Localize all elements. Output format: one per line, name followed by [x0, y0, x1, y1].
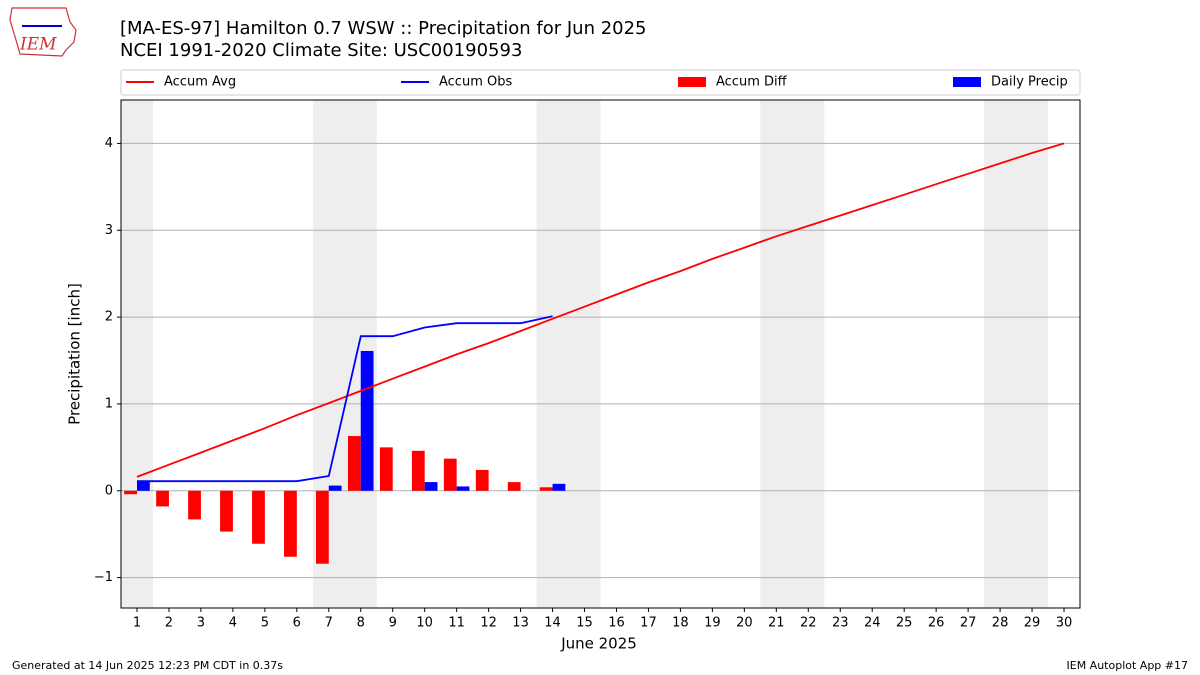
- x-tick-label: 1: [133, 616, 141, 631]
- x-tick-label: 23: [832, 616, 849, 631]
- footer-left: Generated at 14 Jun 2025 12:23 PM CDT in…: [12, 659, 283, 672]
- y-axis-label: Precipitation [inch]: [66, 283, 84, 425]
- legend-swatch: [678, 77, 706, 87]
- bar: [539, 487, 553, 491]
- bar: [424, 482, 438, 491]
- weekend-shade: [536, 100, 601, 608]
- x-tick-label: 22: [800, 616, 817, 631]
- bar: [443, 458, 457, 491]
- x-tick-label: 6: [293, 616, 301, 631]
- x-tick-label: 9: [389, 616, 397, 631]
- bar: [507, 482, 521, 491]
- x-tick-label: 10: [416, 616, 433, 631]
- x-tick-label: 20: [736, 616, 753, 631]
- logo-outline: [9, 7, 77, 57]
- x-tick-label: 29: [1024, 616, 1041, 631]
- bar: [360, 350, 374, 491]
- weekend-shade: [121, 100, 153, 608]
- x-tick-label: 19: [704, 616, 721, 631]
- y-tick-label: 4: [105, 136, 113, 151]
- x-tick-label: 3: [197, 616, 205, 631]
- logo-text: IEM: [19, 35, 57, 55]
- bar: [347, 436, 361, 491]
- legend-label: Daily Precip: [991, 75, 1068, 90]
- x-tick-label: 17: [640, 616, 657, 631]
- x-tick-label: 16: [608, 616, 625, 631]
- bar: [124, 490, 137, 495]
- x-tick-label: 25: [896, 616, 913, 631]
- x-tick-label: 24: [864, 616, 881, 631]
- y-tick-label: 2: [105, 310, 113, 325]
- weekend-shade: [984, 100, 1049, 608]
- x-tick-label: 15: [576, 616, 593, 631]
- bar: [328, 485, 342, 491]
- bar: [315, 490, 329, 564]
- legend-label: Accum Obs: [439, 75, 512, 90]
- plot-frame: [120, 99, 1081, 609]
- x-axis-label: June 2025: [560, 635, 637, 653]
- y-tick-label: 3: [105, 223, 113, 238]
- y-tick-label: 0: [105, 483, 113, 498]
- x-tick-label: 13: [512, 616, 529, 631]
- logo: IEM: [9, 7, 77, 57]
- legend-box: [120, 69, 1081, 96]
- legend-swatch: [953, 77, 981, 87]
- bar: [156, 490, 169, 507]
- bar: [379, 447, 393, 491]
- weekend-shade: [760, 100, 825, 608]
- x-tick-label: 7: [325, 616, 333, 631]
- bar: [456, 486, 470, 491]
- x-tick-label: 8: [357, 616, 365, 631]
- legend-label: Accum Diff: [716, 75, 788, 90]
- x-tick-label: 30: [1056, 616, 1073, 631]
- x-tick-label: 28: [992, 616, 1009, 631]
- bar: [136, 481, 150, 491]
- bar: [252, 490, 265, 544]
- bar: [284, 490, 297, 557]
- x-tick-label: 18: [672, 616, 689, 631]
- x-tick-label: 4: [229, 616, 237, 631]
- footer-right: IEM Autoplot App #17: [1067, 659, 1189, 672]
- x-tick-label: 12: [480, 616, 497, 631]
- line: [136, 142, 1065, 478]
- bar: [220, 490, 233, 532]
- line: [137, 315, 553, 483]
- x-tick-label: 14: [544, 616, 561, 631]
- bar: [475, 469, 489, 491]
- bar: [188, 490, 201, 520]
- x-tick-label: 5: [261, 616, 269, 631]
- y-tick-label: 1: [105, 396, 113, 411]
- x-tick-label: 21: [768, 616, 785, 631]
- legend-label: Accum Avg: [164, 75, 236, 90]
- chart-subtitle: NCEI 1991-2020 Climate Site: USC00190593: [120, 40, 522, 61]
- y-tick-label: −1: [94, 570, 113, 585]
- bar: [552, 483, 566, 491]
- x-tick-label: 11: [448, 616, 465, 631]
- x-tick-label: 27: [960, 616, 977, 631]
- chart-title: [MA-ES-97] Hamilton 0.7 WSW :: Precipita…: [120, 18, 647, 39]
- x-tick-label: 2: [165, 616, 173, 631]
- x-tick-label: 26: [928, 616, 945, 631]
- bar: [411, 450, 425, 491]
